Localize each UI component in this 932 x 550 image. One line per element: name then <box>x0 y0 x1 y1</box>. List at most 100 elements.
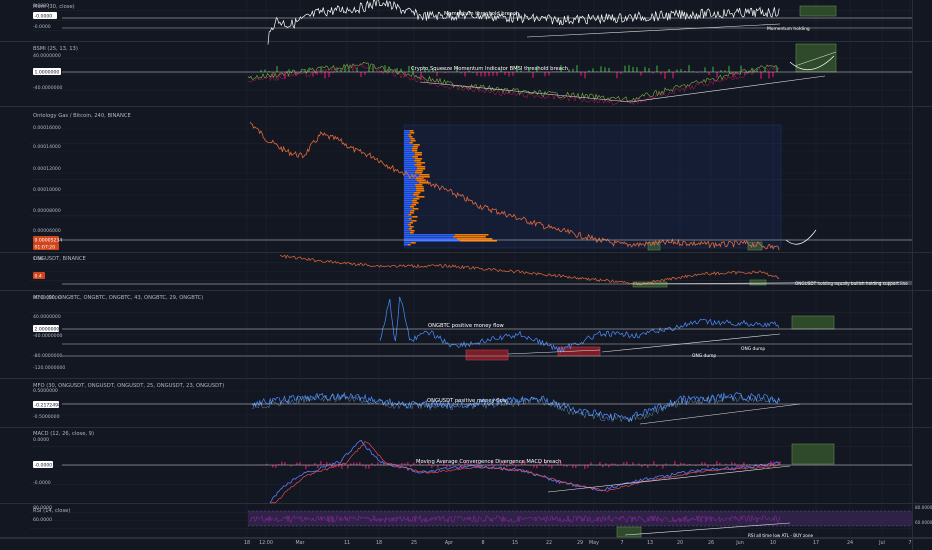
volume-bar-orange-170 <box>415 170 424 172</box>
macd-hist-464 <box>464 462 466 465</box>
macd-hist-437 <box>437 465 439 468</box>
volume-bar-orange-244 <box>408 244 411 246</box>
bsmi-hist-420 <box>420 72 422 79</box>
x-tick-label-12: 7 <box>620 540 623 546</box>
macd-hist-689 <box>689 463 691 465</box>
macd-hist-761 <box>761 465 763 466</box>
bsmi-hist-316 <box>316 72 318 75</box>
macd-hist-596 <box>596 465 598 466</box>
macd-hist-737 <box>737 465 739 468</box>
bsmi-hist-680 <box>680 68 682 72</box>
annotation-ongusdt-flow: ONGUSDT positive money flow <box>427 398 508 404</box>
macd-hist-731 <box>731 462 733 465</box>
bsmi-hist-748 <box>748 70 750 72</box>
volume-bar-blue-142 <box>404 142 410 144</box>
annotation-bsmi-breach: Crypto Squeeze Momentum Indicator BMSI t… <box>411 66 568 72</box>
bsmi-hist-504 <box>504 72 506 75</box>
volume-bar-blue-194 <box>404 194 413 196</box>
bsmi-hist-456 <box>456 66 458 72</box>
bsmi-hist-332 <box>332 72 334 74</box>
axes-layer: 18 12:00 Mar 11 18 25 Apr 8 15 22 29 May 7 13 20 26 Jun 1… <box>244 540 912 546</box>
pane-title-macd: MACD (12, 26, close, 9) <box>33 431 94 437</box>
pane-title-bsm: BSMI (25, 13, 13) <box>33 46 78 52</box>
macd-hist-479 <box>479 465 481 467</box>
macd-hist-410 <box>410 465 412 467</box>
bsmi-hist-632 <box>632 66 634 72</box>
macd-hist-371 <box>371 463 373 465</box>
badge-countdown-bg <box>33 243 59 250</box>
trend-line-7 <box>601 333 781 353</box>
macd-hist-542 <box>542 465 544 467</box>
x-tick-label-1: 12:00 <box>259 540 273 546</box>
x-tick-label-10: 29 <box>577 540 583 546</box>
x-tick-label-8: 15 <box>512 540 518 546</box>
macd-hist-401 <box>401 463 403 465</box>
bsmi-hist-484 <box>484 72 486 77</box>
volume-bar-blue-130 <box>404 130 410 132</box>
bsmi-hist-636 <box>636 67 638 72</box>
volume-bar-orange-188 <box>416 188 425 190</box>
bsmi-hist-532 <box>532 72 534 78</box>
bsmi-hist-344 <box>344 66 346 72</box>
macd-hist-362 <box>362 465 364 467</box>
macd-hist-566 <box>566 465 568 468</box>
bsmi-hist-772 <box>772 72 774 77</box>
volume-bar-orange-134 <box>408 134 412 136</box>
volume-bar-blue-210 <box>404 210 411 212</box>
macd-hist-473 <box>473 464 475 465</box>
volume-bar-blue-134 <box>404 134 409 136</box>
bsmi-hist-364 <box>364 72 366 75</box>
bsmi-hist-460 <box>460 72 462 74</box>
macd-hist-281 <box>281 461 283 465</box>
macd-hist-326 <box>326 462 328 465</box>
annotation-rsi-atl: RSI all time low ATL - BUY zone <box>748 533 813 538</box>
bsmi-hist-352 <box>352 71 354 72</box>
bsmi-hist-500 <box>500 69 502 72</box>
green-zone-0 <box>799 5 837 17</box>
trend-line-9 <box>794 51 837 67</box>
volume-bar-blue-212 <box>404 212 410 214</box>
macd-line <box>269 440 781 503</box>
macd-hist-488 <box>488 465 490 467</box>
bsmi-hist-328 <box>328 72 330 78</box>
macd-hist-530 <box>530 465 532 466</box>
macd-hist-758 <box>758 465 760 468</box>
badge-ongusdt: 0.4 <box>35 273 42 279</box>
macd-hist-743 <box>743 462 745 465</box>
x-tick-label-17: 10 <box>770 540 776 546</box>
bsmi-hist-304 <box>304 70 306 72</box>
bsmi-hist-280 <box>280 72 282 75</box>
macd-hist-311 <box>311 465 313 466</box>
grid-lines <box>30 0 912 537</box>
bsmi-hist-676 <box>676 69 678 72</box>
macd-hist-524 <box>524 461 526 465</box>
macd-hist-647 <box>647 465 649 468</box>
macd-hist-674 <box>674 461 676 465</box>
annotation-boxes <box>248 5 912 538</box>
bsmi-hist-468 <box>468 70 470 72</box>
macd-hist-491 <box>491 461 493 465</box>
x-tick-label-6: Apr <box>445 540 453 546</box>
projection-curve <box>785 229 817 245</box>
green-zone-7 <box>632 281 668 288</box>
volume-bar-blue-216 <box>404 216 413 218</box>
bsmi-hist-428 <box>428 69 430 72</box>
ongusdt-line <box>279 254 780 286</box>
badge-macd-bg <box>33 461 53 468</box>
bsmi-hist-528 <box>528 67 530 72</box>
volume-bar-orange-202 <box>412 202 419 204</box>
macd-hist-452 <box>452 464 454 465</box>
bsmi-hist-616 <box>616 72 618 79</box>
volume-bar-orange-196 <box>416 196 425 198</box>
macd-hist-413 <box>413 462 415 465</box>
volume-bar-orange-232 <box>409 232 414 234</box>
bsmi-hist-576 <box>576 65 578 72</box>
bsmi-hist-488 <box>488 72 490 77</box>
macd-hist-272 <box>272 465 274 468</box>
bsmi-hist-368 <box>368 67 370 72</box>
macd-hist-641 <box>641 465 643 468</box>
bsmi-hist-288 <box>288 69 290 72</box>
volume-bar-orange-224 <box>408 224 411 226</box>
volume-bar-orange-140 <box>410 140 416 142</box>
